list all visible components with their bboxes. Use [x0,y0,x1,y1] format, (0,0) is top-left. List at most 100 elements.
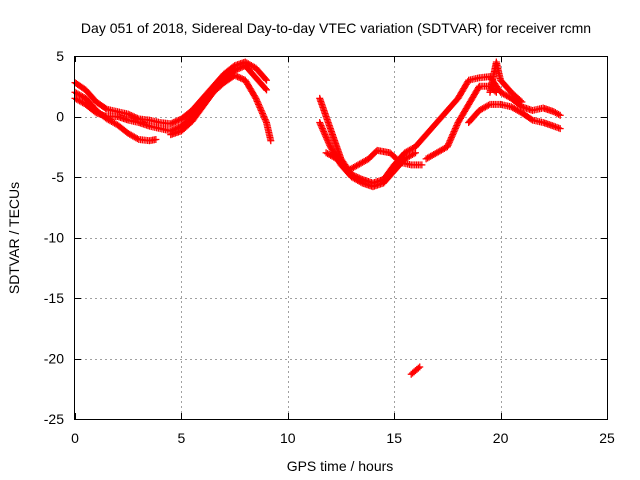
data-point-interp [232,72,240,80]
data-point-interp [320,128,328,136]
data-point-interp [449,131,457,139]
data-points [71,58,564,378]
plot-frame [74,56,608,420]
data-point-interp [171,118,179,126]
data-point-interp [234,65,242,73]
data-point-interp [323,135,331,143]
data-point [152,135,160,143]
data-point-interp [235,64,243,72]
x-tick-label: 0 [71,430,79,446]
x-axis-label: GPS time / hours [287,458,394,474]
data-point-interp [322,132,330,140]
x-tick-label: 20 [493,430,509,446]
data-point-interp [255,102,263,110]
data-point-interp [168,119,176,127]
data-point [231,71,239,79]
data-point-interp [317,122,325,130]
data-point-interp [318,123,326,131]
data-point-interp [260,113,268,120]
x-tick-labels: 0 5 10 15 20 25 [71,430,615,446]
data-point [416,363,424,371]
data-point-interp [254,99,262,107]
y-tick-label: 0 [56,109,64,125]
data-point [263,86,271,94]
data-point-interp [261,85,269,93]
data-point [556,125,564,133]
data-point-interp [259,111,267,119]
data-point [167,120,175,128]
data-point [556,111,564,119]
data-point-interp [235,73,243,81]
data-point [418,161,426,169]
data-point-interp [261,75,269,83]
data-point-interp [447,135,455,143]
data-point [316,119,324,127]
y-tick-label: -20 [44,351,64,367]
data-point-interp [133,135,141,143]
data-point-interp [445,138,453,146]
data-point-interp [449,129,457,137]
data-point [124,110,132,118]
data-point-interp [257,105,265,113]
data-point-interp [253,96,261,104]
data-point-interp [316,120,324,128]
data-point-interp [451,126,459,134]
data-point-interp [257,106,265,114]
y-tick-labels: 5 0 -5 -10 -15 -20 -25 [44,48,64,427]
data-point-interp [320,129,328,137]
data-point-interp [555,110,563,118]
data-point-interp [444,141,452,149]
data-point-interp [448,132,456,140]
data-point-interp [170,118,178,126]
data-point-interp [446,137,454,145]
data-point-interp [256,103,264,111]
data-point-interp [237,64,245,72]
data-point-interp [130,113,138,121]
data-point-interp [484,101,492,109]
data-point-interp [102,104,110,112]
data-point-interp [259,109,267,117]
data-point-interp [129,112,137,120]
data-point-interp [261,114,269,122]
data-point-interp [321,131,329,139]
data-point-interp [450,128,458,136]
data-point-interp [232,66,240,74]
data-point-interp [325,140,333,148]
data-point-interp [322,134,330,142]
data-point-interp [318,125,326,133]
data-point [267,137,275,145]
data-point-interp [451,125,459,133]
data-point [518,98,526,106]
data-point-interp [517,97,525,105]
data-point-interp [395,157,403,165]
data-point-interp [234,73,242,81]
data-point-interp [410,150,418,158]
data-point [263,76,271,84]
x-tick-label: 5 [178,430,186,446]
y-tick-label: 5 [56,48,64,64]
data-point-interp [357,178,365,186]
data-point-interp [324,137,332,145]
data-point-interp [238,75,246,83]
x-tick-label: 15 [386,430,402,446]
data-point-interp [237,74,245,82]
data-point-interp [262,117,270,125]
data-point-interp [173,117,181,125]
y-tick-label: -25 [44,411,64,427]
data-point-interp [414,364,422,372]
data-point [411,149,419,157]
data-point-interp [174,116,182,124]
y-tick-label: -15 [44,290,64,306]
data-point-interp [324,138,332,146]
data-point-interp [258,108,266,116]
x-tick-label: 25 [599,430,615,446]
y-tick-label: -10 [44,230,64,246]
data-point-interp [447,134,455,142]
grid [75,56,607,419]
y-axis-label: SDTVAR / TECUs [6,182,22,294]
data-point [443,143,451,151]
data-point-interp [445,140,453,148]
data-point-interp [527,115,535,123]
data-point-interp [319,126,327,134]
